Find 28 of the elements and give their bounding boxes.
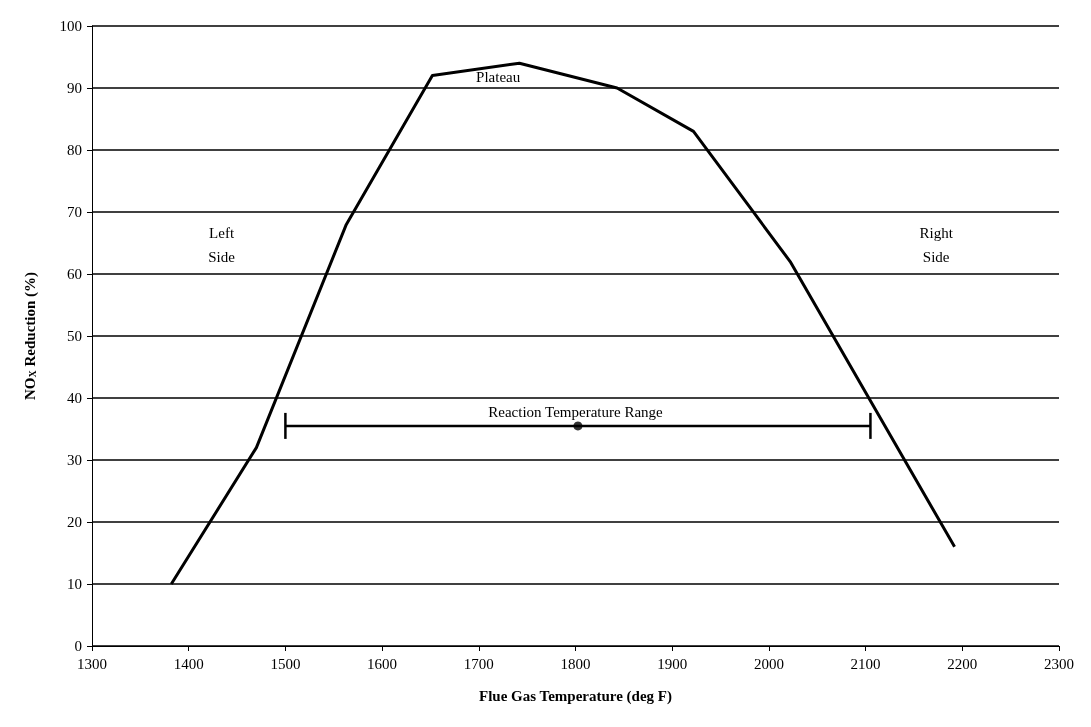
y-tick-label: 70: [67, 204, 82, 220]
x-tick-label: 1600: [367, 655, 398, 672]
y-tick-label: 90: [67, 80, 82, 96]
x-tick-label: 1500: [270, 655, 301, 672]
x-tick-label: 1700: [463, 655, 494, 672]
y-tick-label: 100: [59, 18, 82, 34]
x-tick-label: 2300: [1044, 655, 1074, 672]
annotation: Plateau: [476, 68, 521, 85]
x-tick-label: 1900: [657, 655, 688, 672]
y-tick-label: 10: [67, 576, 82, 592]
annotation: Reaction Temperature Range: [488, 403, 664, 420]
y-axis-title: NOX Reduction (%): [21, 271, 39, 401]
x-tick-label: 2100: [850, 655, 881, 672]
y-tick-label: 80: [67, 142, 82, 158]
y-tick-label: 40: [67, 390, 82, 406]
y-tick-label: 30: [67, 452, 82, 468]
x-axis-title: Flue Gas Temperature (deg F): [478, 687, 673, 705]
x-tick-label: 1300: [77, 655, 107, 672]
x-tick-label: 2000: [753, 655, 784, 672]
y-tick-label: 60: [67, 266, 82, 282]
y-tick-label: 20: [67, 514, 82, 530]
x-tick-label: 1400: [173, 655, 204, 672]
x-tick-label: 2200: [947, 655, 978, 672]
y-tick-label: 50: [67, 328, 82, 344]
annotation: Left Side: [208, 225, 236, 266]
annotation: Right Side: [919, 225, 954, 266]
y-tick-label: 0: [74, 638, 82, 654]
x-tick-label: 1800: [560, 655, 591, 672]
